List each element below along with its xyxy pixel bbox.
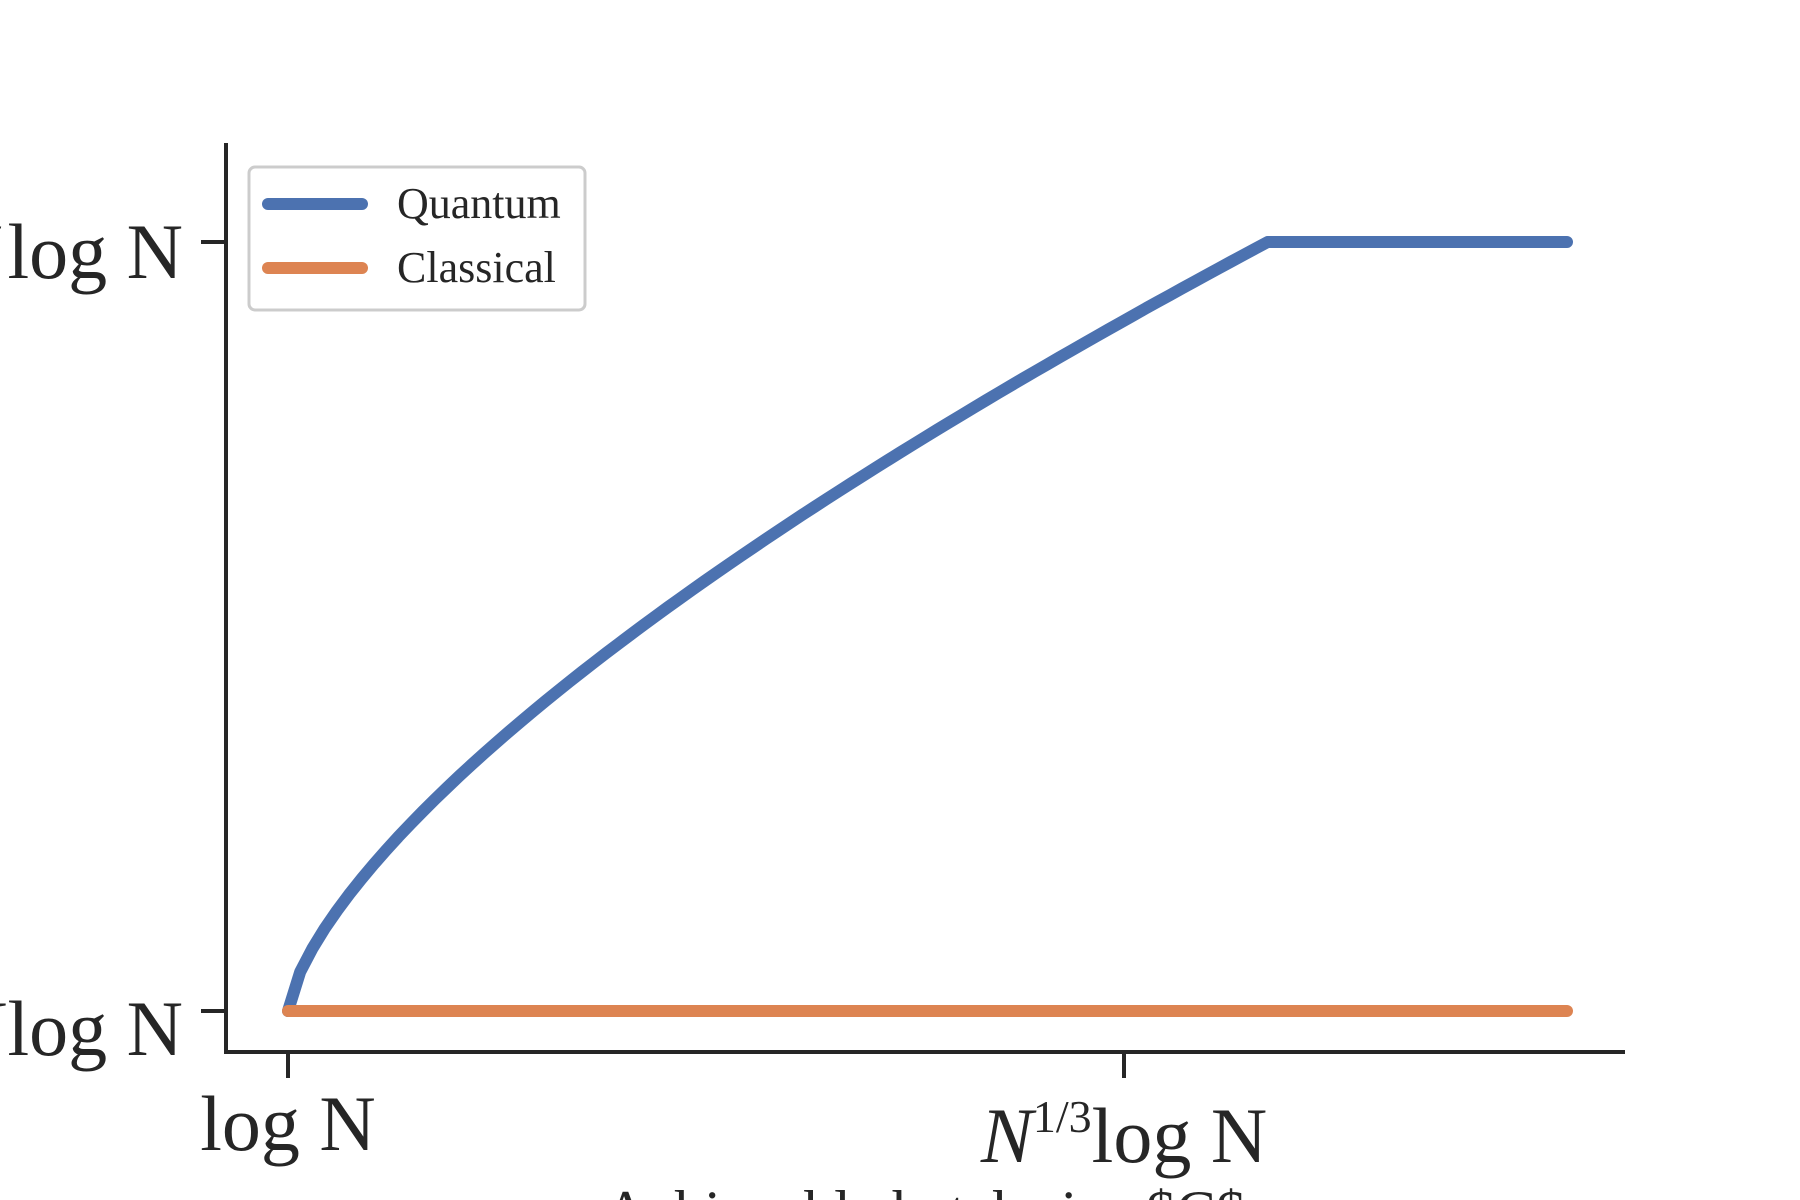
y-tick-label-bottom-pre: √N: [0, 985, 8, 1072]
legend: Quantum Classical: [247, 165, 587, 312]
series-line-quantum: [282, 236, 1573, 1017]
x-tick-label-right: N1/3log N: [980, 1091, 1267, 1179]
x-tick-label-right-pre: N: [980, 1092, 1037, 1179]
y-tick-label-top-pre: N: [0, 208, 1, 295]
x-axis-label: Achievable batch size $C$: [604, 1179, 1245, 1200]
legend-label-quantum: Quantum: [397, 179, 561, 228]
x-tick-label-right-sup: 1/3: [1033, 1091, 1092, 1142]
y-tick-label-top-main: log N: [8, 208, 184, 295]
x-tick-label-right-main: log N: [1092, 1092, 1268, 1179]
x-tick-label-left: log N: [200, 1080, 376, 1167]
y-tick-label-bottom-main: log N: [8, 985, 184, 1072]
legend-label-classical: Classical: [397, 243, 556, 292]
